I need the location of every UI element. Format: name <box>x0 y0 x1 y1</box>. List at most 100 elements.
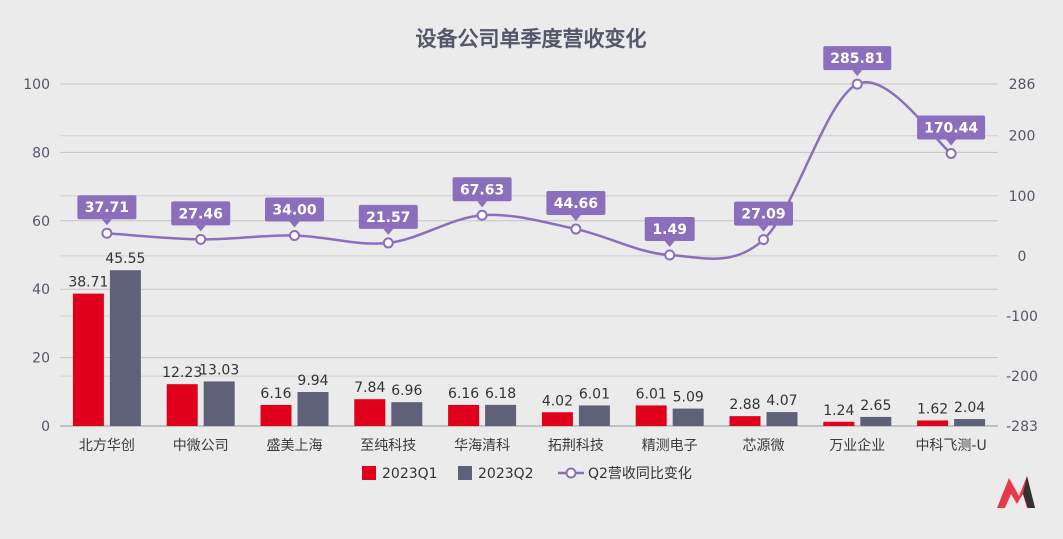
yoy-label-pointer <box>852 70 863 77</box>
bar-q1 <box>541 412 573 426</box>
yoy-label-pointer <box>758 225 769 232</box>
yoy-value-label: 34.00 <box>272 202 317 218</box>
bar-q2 <box>954 419 986 426</box>
yoy-label-pointer <box>383 228 394 235</box>
left-y-axis: 0 20 40 60 80 100 <box>23 77 50 435</box>
legend: 2023Q1 2023Q2 Q2营收同比变化 <box>362 466 692 482</box>
yoy-value-label: 44.66 <box>554 196 598 212</box>
right-tick-label: 100 <box>1009 189 1036 205</box>
category-label: 中科飞测-U <box>915 438 986 454</box>
yoy-marker <box>476 209 488 221</box>
bar-q1 <box>260 404 292 426</box>
legend-label-q2: 2023Q2 <box>478 466 534 482</box>
bar-value-label: 45.55 <box>105 251 145 267</box>
yoy-marker <box>851 78 863 90</box>
logo-mark-dark <box>1023 476 1035 508</box>
bar-q1 <box>917 420 949 426</box>
left-tick-label: 40 <box>32 282 50 298</box>
yoy-marker <box>758 234 769 246</box>
bar-value-label: 6.16 <box>448 386 479 402</box>
yoy-label-box <box>734 201 793 226</box>
yoy-label-pointer <box>195 225 206 232</box>
yoy-value-label: 21.57 <box>366 210 410 226</box>
yoy-value-label: 1.49 <box>652 222 687 238</box>
gridlines <box>60 83 998 427</box>
bar-value-label: 2.65 <box>860 398 891 414</box>
x-axis-labels: 北方华创 中微公司 盛美上海 至纯科技 华海清科 拓荆科技 精测电子 芯源微 万业企业 中科飞测-… <box>79 437 987 454</box>
yoy-value-label: 37.71 <box>85 200 129 216</box>
category-label: 芯源微 <box>743 438 785 454</box>
bar-value-label: 2.88 <box>729 397 760 413</box>
brand-logo <box>997 476 1035 508</box>
yoy-marker <box>101 227 113 239</box>
bar-q2 <box>297 392 329 426</box>
bar-value-label: 38.71 <box>68 275 108 291</box>
right-tick-label: -200 <box>1006 369 1038 385</box>
left-tick-label: 60 <box>32 214 50 230</box>
right-tick-label: 286 <box>1009 77 1036 93</box>
right-tick-label: 200 <box>1009 129 1036 145</box>
yoy-label-box <box>358 204 418 229</box>
bar-q2 <box>672 408 704 426</box>
bar-q2 <box>578 405 610 426</box>
bar-q1 <box>448 404 480 426</box>
category-label: 万业企业 <box>829 437 885 454</box>
yoy-value-label: 170.44 <box>924 120 978 136</box>
bar-value-label: 6.16 <box>260 386 291 402</box>
category-label: 至纯科技 <box>360 438 416 454</box>
bar-value-label: 6.96 <box>391 383 422 399</box>
bar-q2 <box>766 412 798 426</box>
yoy-marker <box>382 237 394 249</box>
yoy-label-pointer <box>477 201 488 208</box>
right-tick-label: -100 <box>1006 309 1038 325</box>
yoy-marker <box>945 147 957 159</box>
bar-value-label: 1.24 <box>823 403 854 419</box>
yoy-label-pointer <box>946 139 957 146</box>
bar-value-label: 13.03 <box>199 362 239 378</box>
category-label: 北方华创 <box>79 438 135 454</box>
category-label: 盛美上海 <box>267 438 323 454</box>
bar-value-label: 6.18 <box>485 386 516 402</box>
yoy-marker <box>195 233 207 245</box>
category-label: 精测电子 <box>642 438 698 454</box>
left-tick-label: 0 <box>41 419 50 435</box>
yoy-label-box <box>452 177 512 202</box>
bar-value-label: 5.09 <box>673 390 704 406</box>
yoy-label-box <box>265 197 324 222</box>
yoy-value-label: 27.09 <box>741 207 785 223</box>
category-label: 拓荆科技 <box>548 438 604 454</box>
yoy-label-box <box>171 201 231 226</box>
right-tick-label: 0 <box>1018 249 1027 265</box>
yoy-label-box <box>546 191 606 216</box>
legend-swatch-q1 <box>362 466 376 480</box>
bar-q1 <box>72 293 104 426</box>
right-tick-label: -283 <box>1006 419 1038 435</box>
legend-marker-yoy <box>565 467 577 479</box>
bar-value-label: 12.23 <box>162 365 202 381</box>
bar-value-label: 6.01 <box>636 386 667 402</box>
bar-q2 <box>109 270 141 426</box>
left-tick-label: 20 <box>32 351 50 367</box>
yoy-label-pointer <box>289 221 300 228</box>
legend-label-yoy: Q2营收同比变化 <box>588 466 692 482</box>
bar-value-label: 2.04 <box>954 400 985 416</box>
category-label: 中微公司 <box>173 438 229 454</box>
yoy-label-pointer <box>664 241 675 248</box>
yoy-label-box <box>77 195 137 220</box>
yoy-value-label: 27.46 <box>179 206 223 222</box>
yoy-marker <box>664 249 676 261</box>
bar-value-label: 4.02 <box>542 393 573 409</box>
bar-q1 <box>354 399 386 426</box>
yoy-value-label: 285.81 <box>830 51 884 67</box>
bar-value-label: 9.94 <box>297 373 328 389</box>
bar-q2 <box>391 402 423 426</box>
bar-q1 <box>635 405 667 426</box>
yoy-marker <box>289 229 300 241</box>
yoy-label-pointer <box>570 215 581 222</box>
bar-q1 <box>823 421 855 426</box>
yoy-line <box>106 81 952 260</box>
bar-value-label: 7.84 <box>354 380 385 396</box>
bar-value-label: 4.07 <box>766 393 797 409</box>
